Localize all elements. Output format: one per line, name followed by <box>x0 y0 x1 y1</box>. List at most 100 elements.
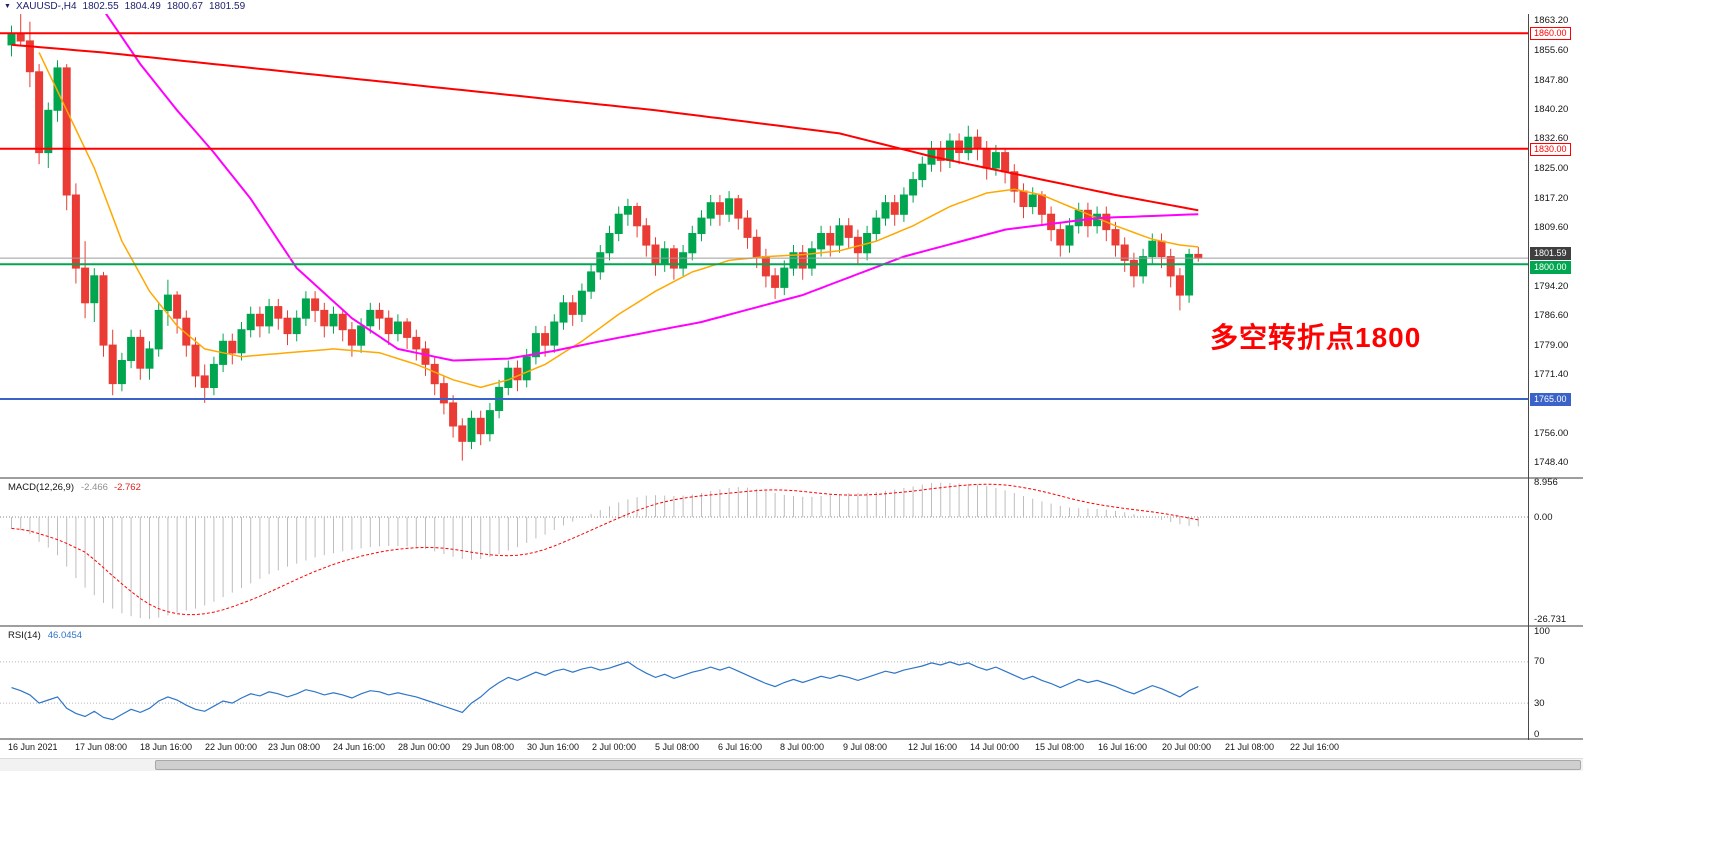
candle-body <box>890 202 899 215</box>
candle-body <box>1185 253 1194 296</box>
time-tick-label: 28 Jun 00:00 <box>398 742 451 752</box>
candle-body <box>265 306 274 327</box>
candle-body <box>752 236 761 258</box>
candle-body <box>1157 240 1166 258</box>
macd-main-value: -2.466 <box>81 482 108 493</box>
candle-body <box>136 336 145 369</box>
time-tick-label: 9 Jul 08:00 <box>843 742 888 752</box>
candle-body <box>1111 229 1120 246</box>
candle-body <box>283 317 292 335</box>
price-tick-label: 1847.80 <box>1534 74 1569 86</box>
candle-body <box>430 363 439 385</box>
candle-body <box>780 267 789 288</box>
candle-body <box>329 313 338 327</box>
candle-body <box>1010 171 1019 192</box>
scrollbar-thumb[interactable] <box>155 760 1581 770</box>
price-tick-label: 1748.40 <box>1534 457 1569 469</box>
candle-body <box>541 333 550 346</box>
candle-body <box>550 321 559 346</box>
price-tick-label: 1825.00 <box>1534 162 1569 174</box>
candle-body <box>918 163 927 181</box>
candle-body <box>531 333 540 358</box>
candle-body <box>99 275 108 346</box>
candle-body <box>982 148 991 169</box>
candle-body <box>1139 256 1148 277</box>
candle-body <box>881 202 890 219</box>
ma-mid-magenta <box>104 14 1199 362</box>
macd-name: MACD(12,26,9) <box>8 482 74 493</box>
candle-body <box>1093 213 1102 227</box>
candle-body <box>62 67 71 196</box>
candle-body <box>117 360 126 385</box>
macd-canvas[interactable] <box>0 479 1528 625</box>
candle-body <box>458 425 467 442</box>
candle-body <box>347 329 356 346</box>
price-chart-canvas[interactable] <box>0 14 1528 477</box>
candle-body <box>559 302 568 323</box>
chart-annotation-text: 多空转折点1800 <box>1210 322 1422 353</box>
candle-body <box>1166 256 1175 277</box>
candle-body <box>16 32 25 42</box>
time-tick-label: 22 Jun 00:00 <box>205 742 258 752</box>
level-price-label: 1800.00 <box>1530 261 1571 275</box>
horizontal-scrollbar[interactable] <box>0 758 1583 771</box>
candle-body <box>899 194 908 215</box>
candle-body <box>1037 194 1046 215</box>
time-tick-label: 8 Jul 00:00 <box>780 742 825 752</box>
panel-separator-rsi[interactable] <box>0 625 1583 627</box>
panel-separator-macd[interactable] <box>0 477 1583 479</box>
price-tick-label: 1756.00 <box>1534 428 1569 440</box>
candle-body <box>1148 240 1157 258</box>
candle-body <box>761 256 770 277</box>
candle-body <box>154 309 163 350</box>
symbol-dropdown-icon[interactable]: ▼ <box>4 3 11 10</box>
candle-body <box>274 306 283 319</box>
candle-body <box>522 356 531 381</box>
candle-body <box>633 206 642 227</box>
rsi-tick-label: 0 <box>1534 728 1540 740</box>
time-axis: 16 Jun 2021 17 Jun 08:00 18 Jun 16:00 22 Ju… <box>0 740 1583 756</box>
candle-body <box>1129 259 1138 277</box>
level-price-label: 1860.00 <box>1530 27 1571 41</box>
rsi-tick-label: 30 <box>1534 697 1545 709</box>
candle-body <box>320 309 329 327</box>
candle-body <box>1001 152 1010 173</box>
candle-body <box>228 340 237 354</box>
bid-price-label: 1801.59 <box>1530 247 1571 261</box>
candle-body <box>642 225 651 246</box>
candle-body <box>366 309 375 327</box>
candle-body <box>209 363 218 388</box>
macd-indicator-label: MACD(12,26,9) -2.466 -2.762 <box>8 482 141 493</box>
rsi-name: RSI(14) <box>8 630 41 641</box>
candle-body <box>25 40 34 73</box>
candle-body <box>826 233 835 246</box>
time-tick-label: 5 Jul 08:00 <box>655 742 700 752</box>
candle-body <box>706 202 715 219</box>
price-tick-label: 1855.60 <box>1534 44 1569 56</box>
time-tick-label: 18 Jun 16:00 <box>140 742 193 752</box>
price-tick-label: 1809.60 <box>1534 221 1569 233</box>
candle-body <box>81 267 90 304</box>
candle-body <box>513 367 522 381</box>
candle-body <box>835 225 844 246</box>
rsi-canvas[interactable] <box>0 627 1528 738</box>
candle-body <box>90 275 99 304</box>
candle-body <box>173 294 182 319</box>
candle-body <box>200 375 209 388</box>
time-tick-label: 24 Jun 16:00 <box>333 742 386 752</box>
candle-body <box>467 417 476 442</box>
candle-body <box>1047 213 1056 231</box>
ma-short-orange <box>38 52 1199 389</box>
candle-body <box>449 402 458 427</box>
candle-body <box>301 298 310 319</box>
candle-body <box>7 32 16 46</box>
price-tick-label: 1794.20 <box>1534 281 1569 293</box>
candle-body <box>393 321 402 335</box>
candle-body <box>421 348 430 365</box>
candle-body <box>439 383 448 404</box>
quote-high: 1804.49 <box>124 1 161 12</box>
chart-info-bar: ▼ XAUUSD-,H4 1802.55 1804.49 1800.67 1801.59 <box>0 0 1583 13</box>
candle-body <box>725 198 734 215</box>
time-tick-label: 30 Jun 16:00 <box>527 742 580 752</box>
